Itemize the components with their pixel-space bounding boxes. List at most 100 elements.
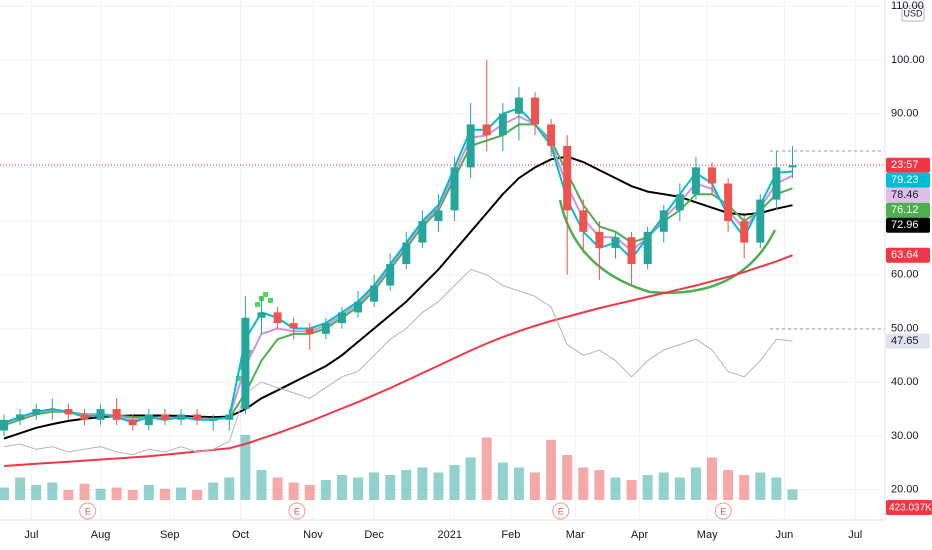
price-box — [886, 247, 930, 263]
candle-body — [96, 409, 105, 420]
x-tick-label: Jul — [24, 529, 38, 541]
volume-bar — [143, 485, 154, 500]
price-box — [886, 157, 930, 173]
candle-body — [772, 167, 781, 200]
earnings-label: E — [720, 506, 726, 516]
cup-pattern — [558, 199, 777, 295]
price-box-label: 63.64 — [891, 249, 919, 261]
volume-bar — [674, 477, 685, 500]
earnings-label: E — [294, 506, 300, 516]
candle-body — [354, 301, 363, 313]
indicator-line — [3, 107, 793, 424]
volume-bar — [336, 475, 347, 500]
indicator-line — [3, 254, 793, 467]
candle-body — [579, 210, 588, 232]
volume-box-label: 423.037K — [889, 503, 932, 514]
y-tick-label: 100.00 — [891, 54, 925, 66]
volume-bar — [159, 488, 170, 500]
price-box — [886, 333, 930, 349]
volume-bar — [417, 467, 428, 500]
candle-body — [321, 323, 330, 334]
x-tick-label: Nov — [303, 529, 323, 541]
volume-bar — [192, 490, 203, 500]
volume-bar — [320, 480, 331, 500]
volume-bar — [690, 467, 701, 500]
candle-body — [193, 414, 202, 420]
candle-body — [64, 409, 73, 415]
y-tick-label: 60.00 — [891, 269, 919, 281]
candle-body — [434, 210, 443, 222]
candle-body — [273, 312, 282, 324]
candle-body — [144, 414, 153, 426]
y-tick-label: 90.00 — [891, 108, 919, 120]
candle-body — [112, 409, 121, 420]
x-tick-label: Sep — [160, 529, 180, 541]
candle-body — [386, 264, 395, 286]
volume-bar — [481, 437, 492, 500]
currency: USD — [903, 8, 923, 18]
price-box — [886, 202, 930, 218]
x-tick-label: Apr — [631, 529, 648, 541]
volume-bar — [707, 457, 718, 500]
price-box — [886, 172, 930, 188]
candle-body — [177, 414, 186, 420]
price-box-label: 76.12 — [891, 204, 919, 216]
candle-body — [466, 124, 475, 168]
candle-body — [531, 97, 540, 125]
candle-body — [418, 221, 427, 243]
volume-bar — [272, 477, 283, 500]
volume-bar — [0, 487, 10, 500]
candle-body — [32, 409, 41, 415]
candle-body — [289, 323, 298, 329]
price-box-label: 72.96 — [891, 219, 919, 231]
candle-body — [611, 237, 620, 248]
volume-bar — [240, 435, 251, 500]
volume-bar — [562, 455, 573, 500]
candle-body — [225, 414, 234, 420]
candle-body — [16, 414, 25, 420]
price-box-label: 78.46 — [891, 189, 919, 201]
volume-bar — [642, 475, 653, 500]
candle-body — [241, 317, 250, 410]
earnings-marker — [79, 502, 97, 520]
volume-bar — [127, 490, 138, 500]
candle-body — [450, 167, 459, 211]
volume-bar — [610, 477, 621, 500]
candle-body — [514, 97, 523, 114]
volume-bar — [755, 472, 766, 500]
candle-body — [563, 145, 572, 211]
volume-bar — [15, 477, 26, 500]
indicator-line — [3, 268, 793, 456]
volume-bar — [353, 477, 364, 500]
candle-body — [305, 328, 314, 334]
y-tick-label: 50.00 — [891, 322, 919, 334]
x-tick-label: Feb — [501, 529, 520, 541]
candle-body — [160, 414, 169, 420]
volume-bar — [304, 485, 315, 500]
candle-body — [498, 113, 507, 136]
candle-body — [740, 221, 749, 243]
candle-body — [627, 237, 636, 265]
volume-bar — [401, 470, 412, 500]
x-tick-label: Jul — [848, 529, 862, 541]
candle-body — [756, 199, 765, 243]
candle-body — [0, 419, 9, 431]
earnings-marker — [288, 502, 306, 520]
price-box-label: 79.23 — [891, 174, 919, 186]
volume-bar — [369, 472, 380, 500]
currency-box[interactable] — [901, 5, 925, 22]
price-box-label: 47.65 — [891, 335, 919, 347]
volume-bar — [465, 457, 476, 500]
volume-bar — [79, 483, 90, 500]
volume-bar — [95, 488, 106, 500]
volume-bar — [771, 477, 782, 500]
candle-body — [257, 312, 266, 318]
candle-body — [482, 124, 491, 136]
candle-body — [724, 183, 733, 222]
price-box — [886, 187, 930, 203]
volume-bar — [288, 482, 299, 500]
volume-bar — [47, 482, 58, 500]
volume-bar — [176, 487, 187, 500]
